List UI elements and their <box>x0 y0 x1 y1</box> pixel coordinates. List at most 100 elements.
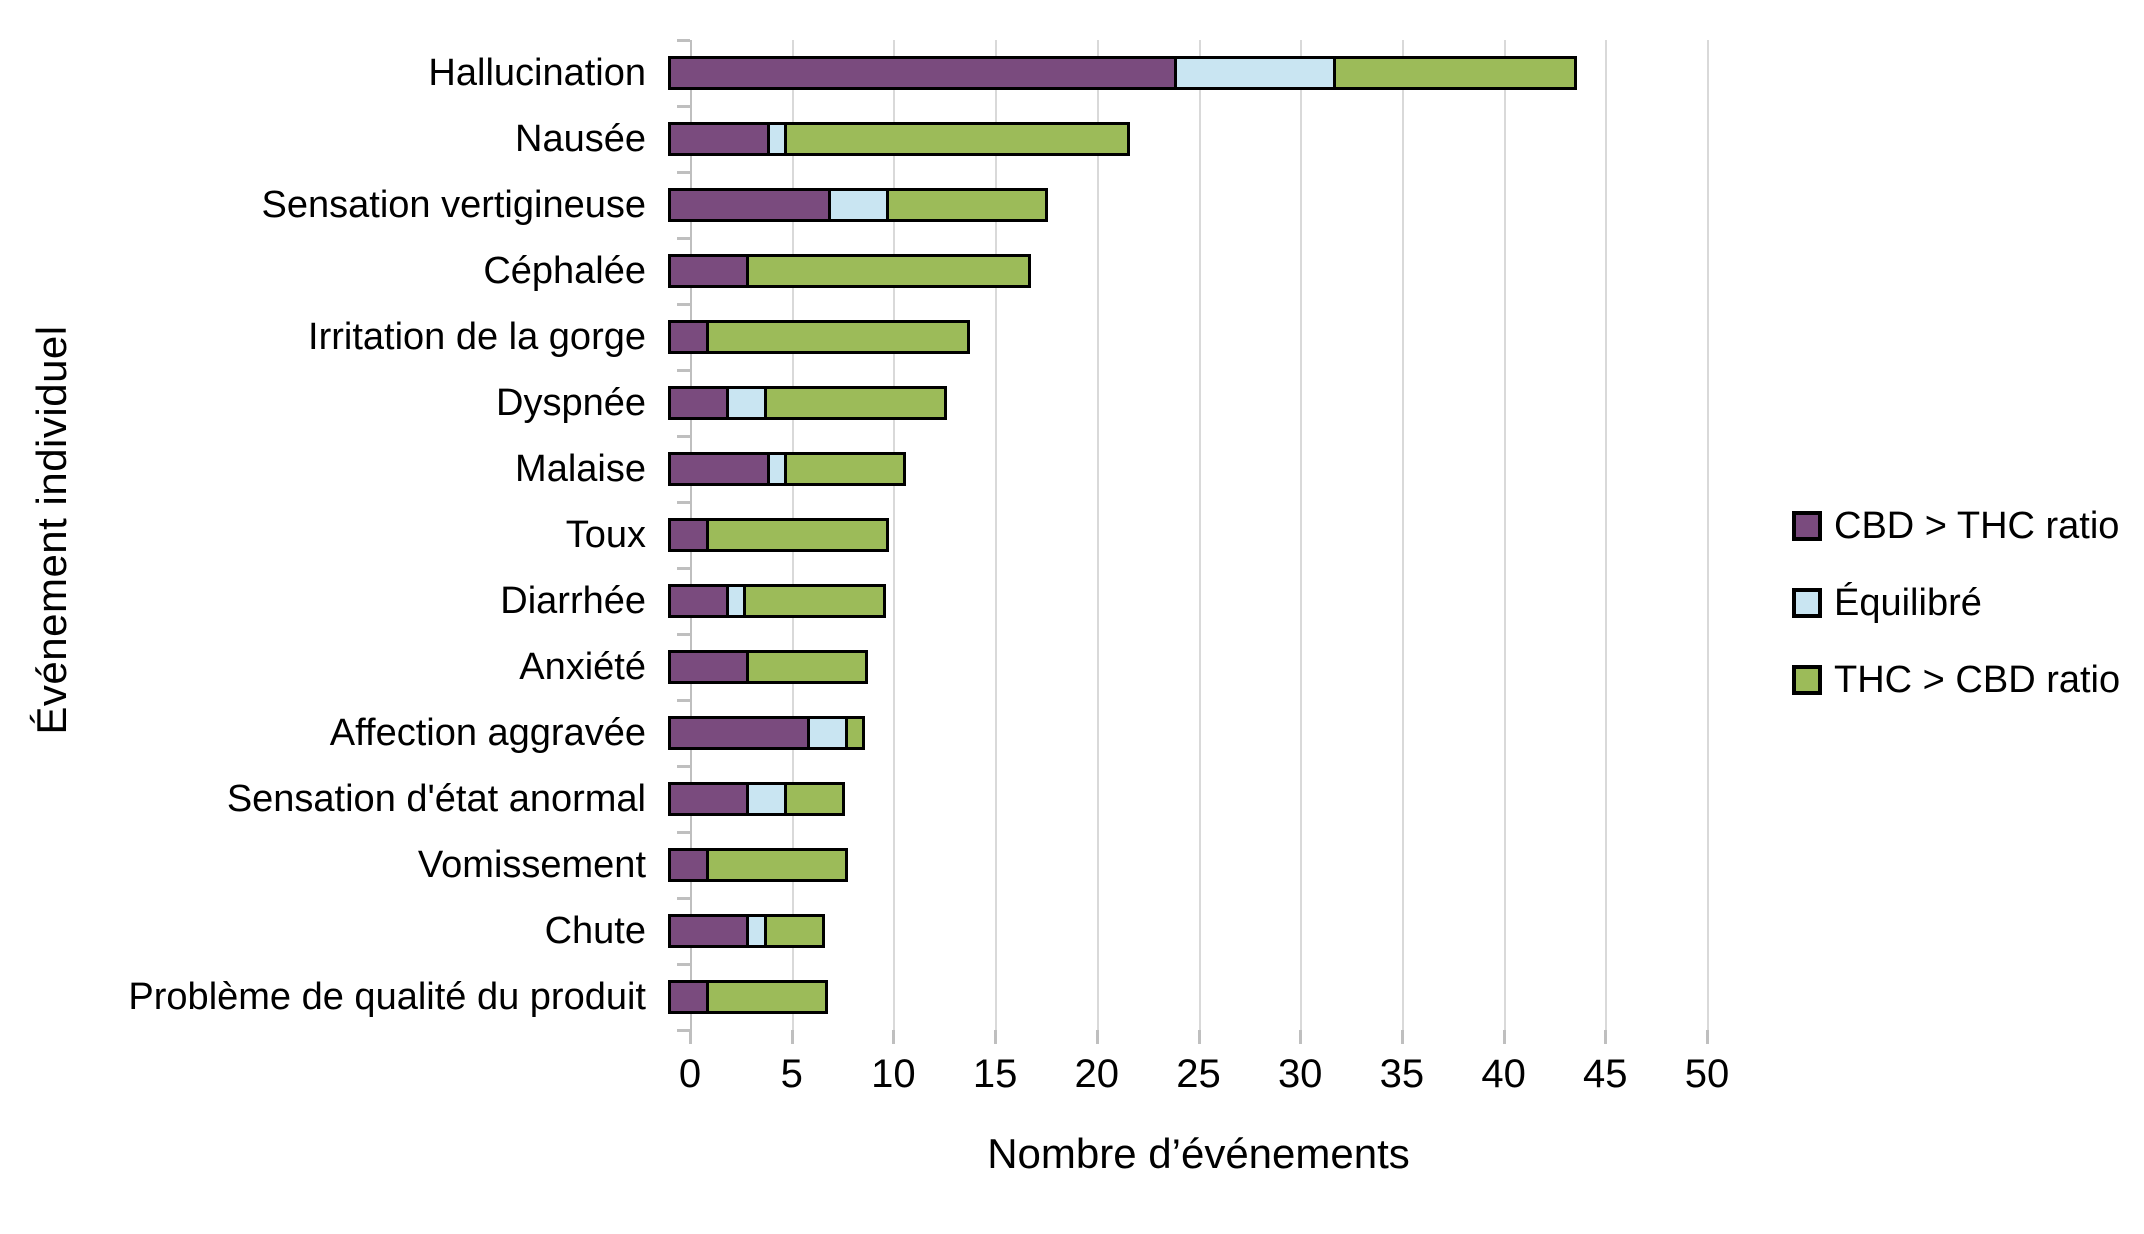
y-axis-tick <box>677 963 690 966</box>
x-axis-title: Nombre d’événements <box>987 1130 1410 1177</box>
bar-segment-équilibré <box>746 782 788 816</box>
bar-row: Diarrhée <box>0 568 2144 634</box>
x-axis-tick-label: 5 <box>780 1052 803 1096</box>
category-label: Dyspnée <box>496 381 646 424</box>
bar-segment-thc-cbd-ratio <box>845 716 866 750</box>
bar-segment-cbd-thc-ratio <box>668 914 750 948</box>
gridline <box>1707 40 1709 1030</box>
category-label: Hallucination <box>428 51 646 94</box>
y-axis-tick <box>677 1029 690 1032</box>
bar-segment-équilibré <box>807 716 849 750</box>
legend-item: THC > CBD ratio <box>1792 659 2120 701</box>
bar-segment-thc-cbd-ratio <box>784 122 1130 156</box>
bar-track <box>668 584 1685 618</box>
bar-segment-thc-cbd-ratio <box>885 188 1049 222</box>
category-label: Céphalée <box>483 249 646 292</box>
y-axis-tick <box>677 435 690 438</box>
x-axis-tick-label: 40 <box>1481 1052 1526 1096</box>
category-label: Diarrhée <box>500 579 646 622</box>
y-axis-tick <box>677 39 690 42</box>
y-axis-tick <box>677 896 690 900</box>
bar-row: Vomissement <box>0 832 2144 898</box>
bar-track <box>668 320 1685 354</box>
legend-item: Équilibré <box>1792 582 2120 624</box>
x-axis-tick <box>994 1030 998 1044</box>
bar-segment-cbd-thc-ratio <box>668 782 750 816</box>
category-label: Chute <box>544 909 646 952</box>
y-axis-tick <box>677 698 690 702</box>
bar-track <box>668 650 1685 684</box>
bar-segment-cbd-thc-ratio <box>668 848 709 882</box>
gridline <box>1605 40 1608 1030</box>
x-axis-tick <box>689 1030 692 1044</box>
bar-segment-cbd-thc-ratio <box>668 56 1177 90</box>
category-label: Sensation d'état anormal <box>226 777 646 820</box>
x-axis-tick-label: 10 <box>871 1052 916 1096</box>
x-axis-tick <box>1706 1030 1709 1044</box>
bar-track <box>668 716 1685 750</box>
legend-label: THC > CBD ratio <box>1834 658 2121 701</box>
bar-track <box>668 254 1685 288</box>
bar-segment-cbd-thc-ratio <box>668 452 770 486</box>
bar-segment-équilibré <box>827 188 889 222</box>
bar-segment-thc-cbd-ratio <box>784 452 907 486</box>
bar-track <box>668 452 1685 486</box>
bar-track <box>668 386 1685 420</box>
bar-segment-équilibré <box>1173 56 1337 90</box>
bar-track <box>668 122 1685 156</box>
bar-segment-thc-cbd-ratio <box>1333 56 1578 90</box>
bar-rows: Hallucination Nausée Sensation vertigineus… <box>0 40 2144 1030</box>
category-label: Problème de qualité du produit <box>128 975 646 1018</box>
bar-row: Nausée <box>0 106 2144 172</box>
x-axis-tick-label: 30 <box>1277 1052 1323 1096</box>
y-axis-tick <box>677 368 690 372</box>
category-label: Nausée <box>515 117 646 160</box>
bar-segment-thc-cbd-ratio <box>705 980 828 1014</box>
bar-track <box>668 782 1685 816</box>
bar-segment-cbd-thc-ratio <box>668 188 831 222</box>
x-axis-tick <box>1095 1030 1099 1044</box>
y-axis-tick <box>677 501 690 504</box>
x-axis-tick-label: 15 <box>972 1052 1018 1096</box>
x-axis-tick-label: 0 <box>678 1052 702 1096</box>
gridline <box>1300 40 1303 1030</box>
gridline <box>995 40 998 1030</box>
x-axis-tick <box>1604 1030 1608 1044</box>
bar-row: Malaise <box>0 436 2144 502</box>
bar-row: Céphalée <box>0 238 2144 304</box>
x-axis-tick <box>1502 1030 1506 1044</box>
bar-row: Affection aggravée <box>0 700 2144 766</box>
legend-label: Équilibré <box>1834 581 1982 624</box>
category-label: Affection aggravée <box>329 711 646 754</box>
legend-item: CBD > THC ratio <box>1792 505 2120 547</box>
y-axis-tick <box>677 302 690 306</box>
x-axis-tick <box>1197 1030 1201 1044</box>
y-axis-tick <box>677 104 690 108</box>
x-axis-tick <box>1299 1030 1303 1044</box>
bar-segment-thc-cbd-ratio <box>746 650 869 684</box>
bar-track <box>668 848 1685 882</box>
bar-segment-thc-cbd-ratio <box>746 254 1032 288</box>
bar-row: Sensation vertigineuse <box>0 172 2144 238</box>
bar-row: Hallucination <box>0 40 2144 106</box>
gridline <box>893 40 896 1030</box>
bar-row: Anxiété <box>0 634 2144 700</box>
category-label: Anxiété <box>519 645 646 688</box>
bar-segment-cbd-thc-ratio <box>668 320 709 354</box>
category-label: Malaise <box>515 447 646 490</box>
bar-segment-thc-cbd-ratio <box>705 518 889 552</box>
legend-label: CBD > THC ratio <box>1834 504 2120 547</box>
legend-swatch-icon <box>1792 588 1822 618</box>
bar-segment-cbd-thc-ratio <box>668 254 750 288</box>
gridline <box>1503 40 1506 1030</box>
x-axis-tick <box>1400 1030 1404 1044</box>
gridline <box>1401 40 1404 1030</box>
gridline <box>1096 40 1099 1030</box>
x-axis-tick-label: 25 <box>1176 1052 1221 1096</box>
x-axis-tick <box>892 1030 896 1044</box>
legend-swatch-icon <box>1792 511 1822 541</box>
bar-row: Irritation de la gorge <box>0 304 2144 370</box>
x-axis-tick-labels: 0 5 10 15 20 25 30 35 40 45 50 <box>679 1052 1729 1102</box>
bar-track <box>668 980 1685 1014</box>
bar-segment-thc-cbd-ratio <box>705 320 971 354</box>
